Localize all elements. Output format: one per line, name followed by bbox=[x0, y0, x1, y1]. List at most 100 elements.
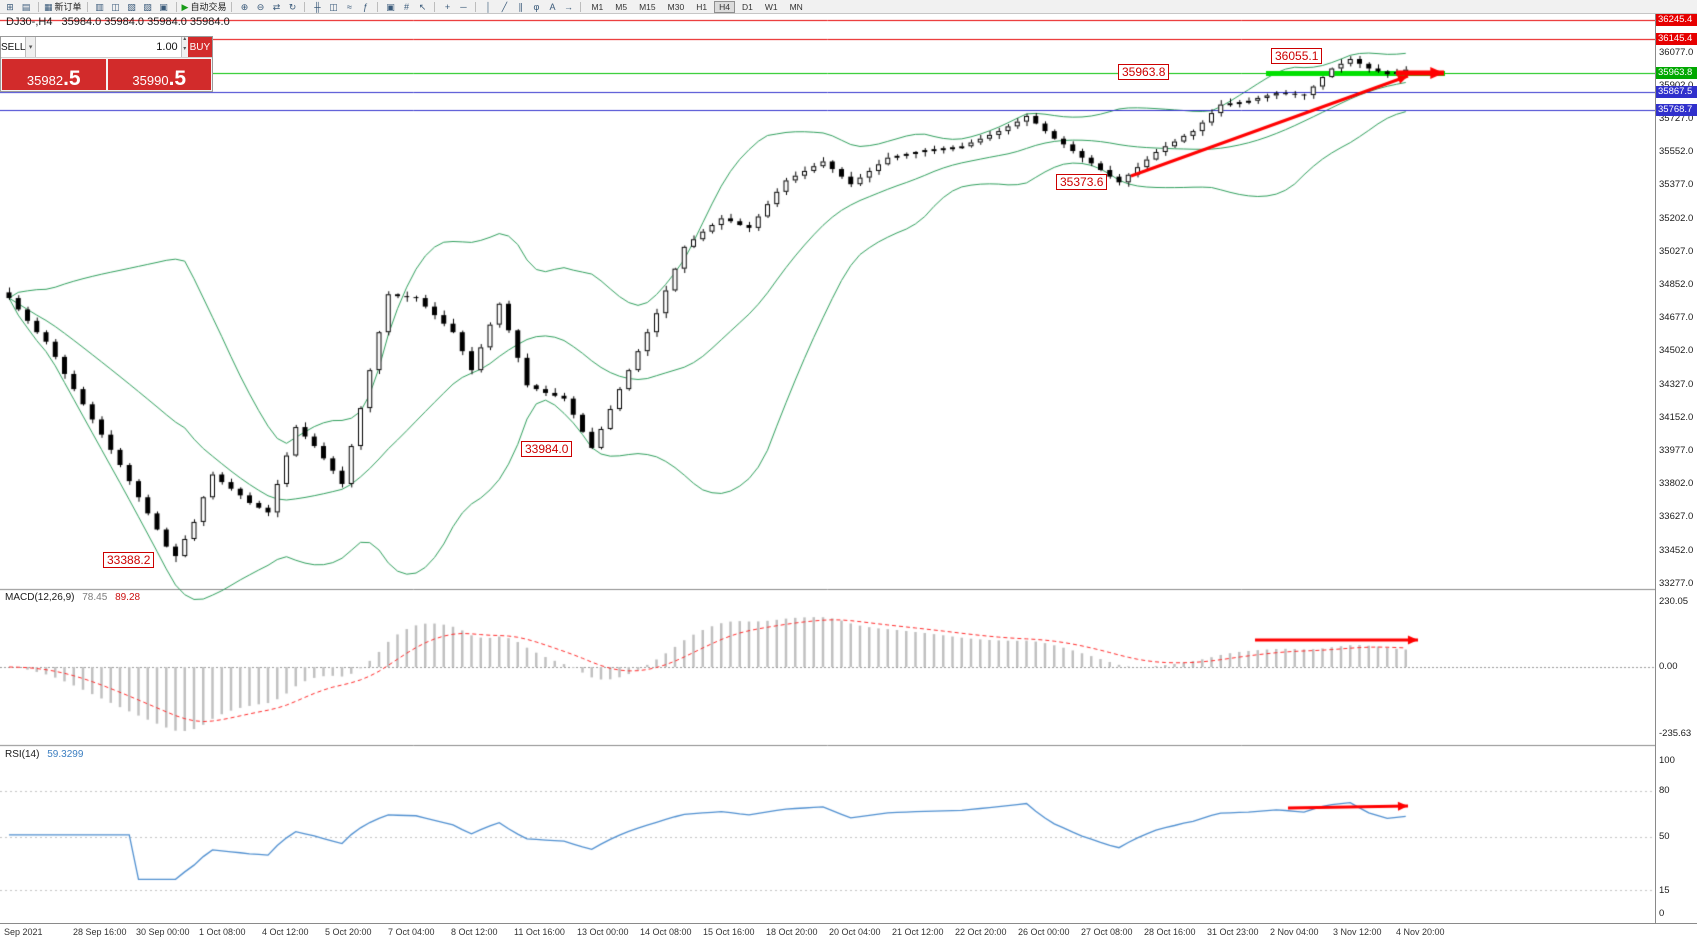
toolbar: ⊞ ▤ ▦ 新订单 ▥ ◫ ▧ ▨ ▣ ▶ 自动交易 ⊕ ⊖ ⇄ ↻ ╫ ◫ ≈ ƒ ▣ # ↖ + ─ │ ╱ ∥ φ A → M1 M5 M… bbox=[0, 0, 1697, 14]
navigator-icon: ▧ bbox=[127, 1, 136, 12]
trendline-icon[interactable]: ╱ bbox=[497, 1, 511, 13]
shift-chart-icon[interactable]: ⇄ bbox=[269, 1, 283, 13]
arrow-tool-icon[interactable]: → bbox=[561, 1, 575, 13]
time-tick-label: 7 Oct 04:00 bbox=[388, 927, 435, 937]
order-type-dropdown[interactable]: ▾ bbox=[26, 37, 36, 57]
templates-icon[interactable]: ▣ bbox=[383, 1, 397, 13]
navigator-icon[interactable]: ▧ bbox=[125, 1, 139, 13]
annotation-flag: 35963.8 bbox=[1118, 64, 1170, 80]
timeframe-m1-button[interactable]: M1 bbox=[591, 1, 604, 12]
price-level-flag: 36245.4 bbox=[1656, 14, 1697, 27]
toolbar-separator bbox=[377, 1, 379, 12]
timeframe-m30-button[interactable]: M30 bbox=[667, 1, 685, 12]
line-chart-icon: ≈ bbox=[346, 1, 352, 12]
horizontal-line-icon[interactable]: ─ bbox=[456, 1, 470, 13]
refresh-icon[interactable]: ↻ bbox=[285, 1, 299, 13]
toolbar-separator bbox=[38, 1, 39, 12]
line-chart-icon[interactable]: ≈ bbox=[342, 1, 356, 13]
indicators-icon[interactable]: ƒ bbox=[358, 1, 372, 13]
data-window-icon[interactable]: ◫ bbox=[109, 1, 123, 13]
time-tick-label: Sep 2021 bbox=[4, 927, 43, 937]
templates-icon: ▣ bbox=[386, 1, 395, 12]
zoom-out-icon[interactable]: ⊖ bbox=[253, 1, 267, 13]
new-chart-icon: ⊞ bbox=[6, 1, 14, 12]
macd-main-value: 78.45 bbox=[82, 592, 108, 603]
price-level-flag: 35963.8 bbox=[1656, 67, 1697, 80]
timeframe-m15-button[interactable]: M15 bbox=[639, 1, 656, 12]
time-tick-label: 28 Sep 16:00 bbox=[73, 927, 127, 937]
ask-price-pip: .5 bbox=[168, 67, 187, 90]
timeframe-mn-button[interactable]: MN bbox=[789, 1, 803, 12]
new-chart-icon[interactable]: ⊞ bbox=[3, 1, 17, 13]
lot-stepper[interactable]: ▴ ▾ bbox=[180, 36, 188, 57]
toolbar-separator bbox=[475, 1, 477, 12]
zoom-in-icon[interactable]: ⊕ bbox=[237, 1, 251, 13]
timeframe-m5-button[interactable]: M5 bbox=[615, 1, 628, 12]
candlestick-chart-icon[interactable]: ◫ bbox=[326, 1, 340, 13]
lot-size-input[interactable] bbox=[35, 37, 181, 57]
auto-trading-button[interactable]: ▶ 自动交易 bbox=[182, 1, 227, 13]
chart-canvas[interactable] bbox=[0, 14, 1655, 923]
text-icon[interactable]: A bbox=[545, 1, 559, 13]
terminal-icon[interactable]: ▨ bbox=[141, 1, 155, 13]
timeframe-h4-button[interactable]: H4 bbox=[714, 0, 735, 13]
time-tick-label: 8 Oct 12:00 bbox=[451, 927, 498, 937]
time-tick-label: 5 Oct 20:00 bbox=[325, 927, 372, 937]
fibonacci-icon[interactable]: φ bbox=[529, 1, 543, 13]
profiles-icon[interactable]: ▤ bbox=[19, 1, 33, 13]
horizontal-line-icon: ─ bbox=[460, 1, 467, 12]
sell-button[interactable]: SELL bbox=[1, 37, 27, 57]
crosshair-icon[interactable]: + bbox=[440, 1, 454, 13]
time-tick-label: 13 Oct 00:00 bbox=[577, 927, 629, 937]
time-tick-label: 15 Oct 16:00 bbox=[703, 927, 755, 937]
macd-signal-value: 89.28 bbox=[115, 592, 141, 603]
rsi-scale-label: 100 bbox=[1659, 754, 1675, 766]
vertical-line-icon[interactable]: │ bbox=[481, 1, 495, 13]
time-tick-label: 11 Oct 16:00 bbox=[514, 927, 565, 937]
time-tick-label: 14 Oct 08:00 bbox=[640, 927, 692, 937]
terminal-icon: ▨ bbox=[143, 1, 152, 12]
price-tick-label: 35552.0 bbox=[1659, 146, 1694, 158]
timeframe-h1-button[interactable]: H1 bbox=[696, 1, 708, 12]
bid-price-button[interactable]: 35982 .5 bbox=[2, 59, 106, 90]
buy-button[interactable]: BUY bbox=[187, 37, 212, 57]
price-tick-label: 35727.0 bbox=[1659, 112, 1694, 124]
price-tick-label: 33802.0 bbox=[1659, 478, 1694, 490]
toolbar-separator bbox=[304, 1, 306, 12]
profiles-icon: ▤ bbox=[21, 1, 31, 12]
text-icon: A bbox=[549, 1, 556, 12]
toolbar-separator bbox=[175, 1, 177, 12]
price-tick-label: 34502.0 bbox=[1659, 345, 1694, 357]
market-watch-icon[interactable]: ▥ bbox=[93, 1, 107, 13]
price-tick-label: 34327.0 bbox=[1659, 378, 1694, 390]
annotation-flag: 35373.6 bbox=[1056, 174, 1108, 190]
price-tick-label: 34152.0 bbox=[1659, 411, 1694, 423]
ask-price-button[interactable]: 35990 .5 bbox=[107, 59, 211, 90]
price-tick-label: 34852.0 bbox=[1659, 278, 1694, 290]
price-tick-label: 34677.0 bbox=[1659, 312, 1694, 324]
new-order-button[interactable]: ▦ 新订单 bbox=[44, 1, 82, 13]
grid-icon[interactable]: # bbox=[399, 1, 413, 13]
time-tick-label: 31 Oct 23:00 bbox=[1207, 927, 1259, 937]
timeframe-w1-button[interactable]: W1 bbox=[764, 1, 778, 12]
price-tick-label: 36077.0 bbox=[1659, 46, 1694, 58]
bar-chart-icon[interactable]: ╫ bbox=[310, 1, 324, 13]
cursor-icon: ↖ bbox=[418, 1, 427, 12]
chart-header: DJ30-,H4 35984.0 35984.0 35984.0 35984.0 bbox=[6, 16, 230, 28]
data-window-icon: ◫ bbox=[111, 1, 120, 12]
channel-icon[interactable]: ∥ bbox=[513, 1, 527, 13]
strategy-tester-icon[interactable]: ▣ bbox=[157, 1, 171, 13]
price-tick-label: 33627.0 bbox=[1659, 511, 1694, 523]
refresh-icon: ↻ bbox=[288, 1, 297, 12]
cursor-icon[interactable]: ↖ bbox=[415, 1, 429, 13]
vertical-line-icon: │ bbox=[485, 1, 492, 12]
time-tick-label: 4 Nov 20:00 bbox=[1396, 927, 1445, 937]
rsi-indicator-header: RSI(14) 59.3299 bbox=[5, 749, 83, 760]
timeframe-d1-button[interactable]: D1 bbox=[741, 1, 753, 12]
trade-panel-controls: SELL ▾ ▴ ▾ BUY bbox=[1, 36, 212, 58]
toolbar-separator bbox=[86, 1, 88, 12]
rsi-scale-label: 80 bbox=[1659, 785, 1670, 797]
macd-scale-label: 230.05 bbox=[1659, 596, 1689, 607]
rsi-scale-label: 0 bbox=[1659, 907, 1665, 919]
time-tick-label: 18 Oct 20:00 bbox=[766, 927, 818, 937]
